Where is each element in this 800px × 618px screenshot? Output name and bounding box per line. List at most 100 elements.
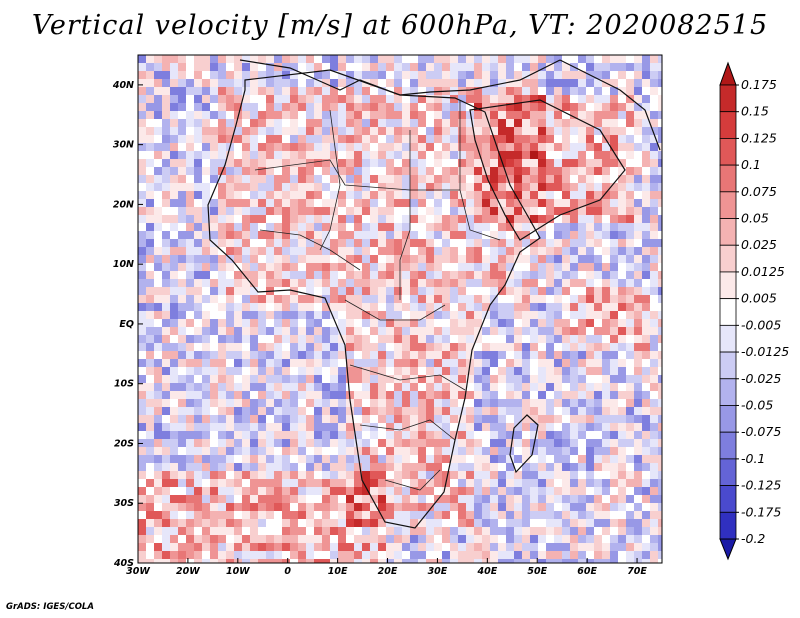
heatmap-cell (242, 135, 250, 143)
heatmap-cell (578, 143, 586, 151)
heatmap-cell (186, 431, 194, 439)
heatmap-cell (402, 327, 410, 335)
heatmap-cell (650, 335, 658, 343)
heatmap-cell (362, 255, 370, 263)
heatmap-cell (410, 279, 418, 287)
heatmap-cell (554, 63, 562, 71)
heatmap-cell (298, 527, 306, 535)
heatmap-cell (346, 471, 354, 479)
heatmap-cell (650, 495, 658, 503)
heatmap-cell (482, 551, 490, 559)
heatmap-cell (402, 439, 410, 447)
heatmap-cell (530, 423, 538, 431)
heatmap-cell (386, 231, 394, 239)
heatmap-cell (522, 207, 530, 215)
heatmap-cell (346, 543, 354, 551)
heatmap-cell (202, 503, 210, 511)
heatmap-cell (162, 503, 170, 511)
heatmap-cell (378, 231, 386, 239)
heatmap-cell (514, 151, 522, 159)
colorbar-label: 0.025 (741, 237, 777, 252)
heatmap-cell (186, 263, 194, 271)
heatmap-cell (498, 111, 506, 119)
heatmap-cell (658, 87, 662, 95)
heatmap-cell (402, 335, 410, 343)
heatmap-cell (138, 231, 146, 239)
heatmap-cell (394, 431, 402, 439)
heatmap-cell (530, 375, 538, 383)
heatmap-cell (314, 455, 322, 463)
heatmap-cell (266, 391, 274, 399)
heatmap-cell (530, 559, 538, 563)
heatmap-cell (458, 255, 466, 263)
heatmap-cell (218, 255, 226, 263)
heatmap-cell (546, 119, 554, 127)
heatmap-cell (538, 103, 546, 111)
heatmap-cell (202, 223, 210, 231)
heatmap-cell (562, 431, 570, 439)
heatmap-cell (618, 343, 626, 351)
heatmap-cell (202, 127, 210, 135)
heatmap-cell (434, 95, 442, 103)
heatmap-cell (362, 63, 370, 71)
heatmap-cell (170, 303, 178, 311)
heatmap-cell (162, 159, 170, 167)
heatmap-cell (658, 263, 662, 271)
heatmap-cell (354, 311, 362, 319)
heatmap-cell (298, 191, 306, 199)
heatmap-cell (402, 207, 410, 215)
heatmap-cell (210, 183, 218, 191)
heatmap-cell (306, 223, 314, 231)
heatmap-cell (626, 247, 634, 255)
heatmap-cell (650, 167, 658, 175)
heatmap-cell (226, 255, 234, 263)
heatmap-cell (562, 287, 570, 295)
heatmap-cell (186, 239, 194, 247)
heatmap-cell (274, 159, 282, 167)
heatmap-cell (250, 447, 258, 455)
heatmap-cell (346, 527, 354, 535)
heatmap-cell (570, 463, 578, 471)
heatmap-cell (210, 199, 218, 207)
heatmap-cell (538, 407, 546, 415)
heatmap-cell (450, 215, 458, 223)
heatmap-cell (162, 455, 170, 463)
heatmap-cell (578, 343, 586, 351)
heatmap-cell (442, 359, 450, 367)
heatmap-cell (322, 343, 330, 351)
heatmap-cell (490, 87, 498, 95)
heatmap-cell (178, 199, 186, 207)
heatmap-cell (474, 95, 482, 103)
heatmap-cell (514, 79, 522, 87)
heatmap-cell (202, 407, 210, 415)
heatmap-cell (514, 71, 522, 79)
heatmap-cell (450, 399, 458, 407)
heatmap-cell (538, 351, 546, 359)
heatmap-cell (378, 135, 386, 143)
heatmap-cell (162, 111, 170, 119)
heatmap-cell (434, 559, 442, 563)
heatmap-cell (346, 415, 354, 423)
heatmap-cell (586, 367, 594, 375)
heatmap-cell (386, 455, 394, 463)
heatmap-cell (354, 327, 362, 335)
heatmap-cell (274, 543, 282, 551)
heatmap-cell (498, 255, 506, 263)
heatmap-cell (234, 383, 242, 391)
heatmap-cell (562, 535, 570, 543)
heatmap-cell (514, 103, 522, 111)
heatmap-cell (346, 63, 354, 71)
heatmap-cell (458, 463, 466, 471)
heatmap-cell (482, 199, 490, 207)
heatmap-cell (202, 383, 210, 391)
heatmap-cell (186, 551, 194, 559)
heatmap-cell (162, 311, 170, 319)
heatmap-cell (274, 103, 282, 111)
heatmap-cell (626, 175, 634, 183)
heatmap-cell (218, 63, 226, 71)
heatmap-cell (250, 407, 258, 415)
heatmap-cell (546, 71, 554, 79)
heatmap-cell (186, 327, 194, 335)
heatmap-cell (578, 87, 586, 95)
heatmap-cell (346, 503, 354, 511)
